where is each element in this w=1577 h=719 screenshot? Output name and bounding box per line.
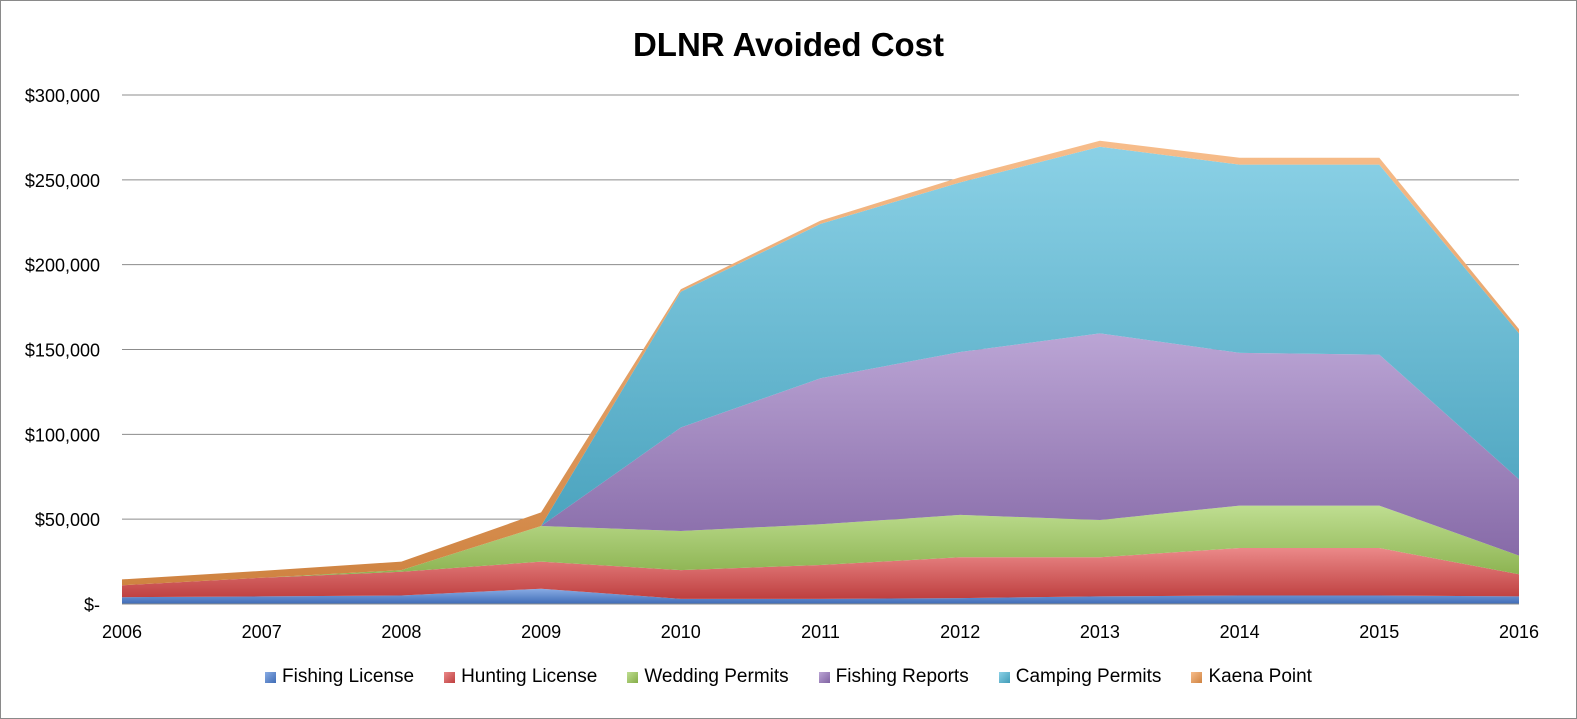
legend-swatch <box>265 671 277 683</box>
area-camping-permits <box>122 146 1519 586</box>
y-tick-label: $300,000 <box>25 86 100 106</box>
legend-label: Fishing License <box>282 666 415 687</box>
area-wedding-permits <box>122 505 1519 586</box>
legend-item: Fishing Reports <box>818 666 969 688</box>
x-tick-label: 2010 <box>661 622 701 642</box>
x-tick-label: 2006 <box>102 622 142 642</box>
x-tick-label: 2015 <box>1359 622 1399 642</box>
x-tick-label: 2009 <box>521 622 561 642</box>
legend-swatch <box>1191 671 1203 683</box>
area-hunting-license <box>122 548 1519 599</box>
legend-swatch <box>444 671 456 683</box>
x-tick-label: 2016 <box>1499 622 1539 642</box>
y-tick-label: $50,000 <box>35 510 100 530</box>
legend-label: Fishing Reports <box>835 666 969 687</box>
legend-item: Fishing License <box>265 666 414 688</box>
y-tick-label: $- <box>84 595 100 615</box>
x-tick-label: 2013 <box>1080 622 1120 642</box>
y-tick-label: $200,000 <box>25 256 100 276</box>
area-fishing-license <box>122 588 1519 604</box>
legend-item: Camping Permits <box>998 666 1162 688</box>
legend-label: Kaena Point <box>1208 666 1312 687</box>
legend-swatch <box>998 671 1010 683</box>
x-tick-label: 2007 <box>242 622 282 642</box>
x-tick-label: 2012 <box>940 622 980 642</box>
x-tick-label: 2014 <box>1220 622 1260 642</box>
legend-item: Wedding Permits <box>627 666 789 688</box>
x-tick-label: 2008 <box>381 622 421 642</box>
y-tick-label: $250,000 <box>25 171 100 191</box>
area-fishing-reports <box>122 333 1519 586</box>
legend-label: Wedding Permits <box>644 666 789 687</box>
legend: Fishing License Hunting License Wedding Pe… <box>0 666 1577 688</box>
y-tick-label: $150,000 <box>25 341 100 361</box>
legend-swatch <box>627 671 639 683</box>
legend-item: Kaena Point <box>1191 666 1312 688</box>
legend-label: Hunting License <box>461 666 598 687</box>
x-tick-label: 2011 <box>801 622 840 642</box>
y-tick-label: $100,000 <box>25 425 100 445</box>
legend-label: Camping Permits <box>1015 666 1162 687</box>
legend-swatch <box>818 671 830 683</box>
chart-title: DLNR Avoided Cost <box>632 26 945 63</box>
legend-item: Hunting License <box>444 666 597 688</box>
